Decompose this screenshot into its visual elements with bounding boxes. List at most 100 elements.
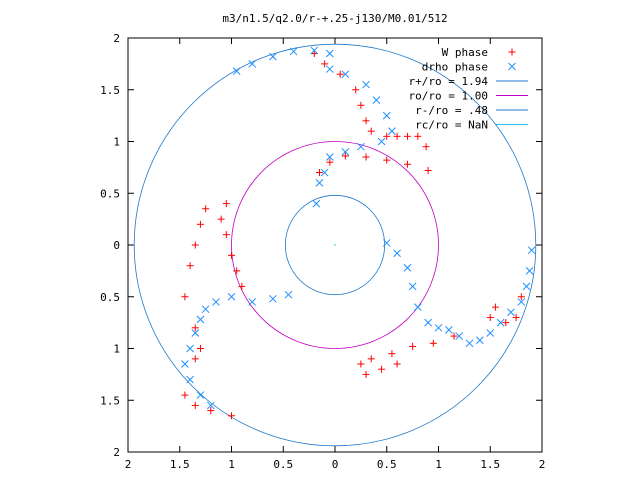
data-point	[196, 345, 204, 352]
data-point	[212, 298, 220, 306]
data-point	[496, 318, 505, 327]
data-point	[357, 101, 365, 109]
data-point	[450, 332, 458, 340]
data-point	[186, 344, 194, 353]
data-point	[414, 132, 422, 140]
x-tick-label: 2	[125, 458, 132, 471]
legend-marker	[508, 48, 516, 56]
axis-ticks: 2 1.5 1 0.5 0 0.5 1 1.5 221.510.500.511.52	[100, 32, 545, 471]
x-tick-label: 2	[539, 458, 546, 471]
data-point	[321, 60, 329, 68]
data-point	[196, 315, 205, 324]
phase-points	[181, 46, 536, 420]
data-point	[465, 339, 474, 348]
data-point	[362, 370, 370, 378]
data-point	[181, 293, 189, 301]
x-tick-label: 1.5	[480, 458, 500, 471]
data-point	[382, 239, 391, 247]
data-point	[325, 153, 334, 161]
data-point	[424, 166, 432, 174]
legend-label: ro/ro = 1.00	[409, 90, 488, 103]
data-point	[227, 292, 236, 301]
y-tick-label: 1.5	[100, 84, 120, 97]
data-point	[228, 251, 235, 259]
data-point	[383, 156, 391, 164]
data-point	[310, 50, 318, 58]
data-point	[388, 350, 396, 358]
legend-label: r+/ro = 1.94	[409, 75, 489, 88]
data-point	[222, 200, 230, 208]
y-tick-label: 2	[113, 32, 120, 45]
data-point	[352, 86, 360, 94]
data-point	[238, 282, 246, 290]
data-point	[312, 199, 321, 208]
data-point	[434, 323, 443, 332]
data-point	[232, 67, 241, 75]
data-point	[444, 326, 453, 334]
radius-circle	[231, 141, 439, 349]
data-point	[284, 290, 293, 299]
data-point	[424, 318, 433, 327]
radius-circle	[133, 43, 537, 447]
data-point	[228, 412, 235, 420]
data-point	[382, 111, 391, 120]
x-tick-label: 0.5	[273, 458, 293, 471]
data-point	[341, 147, 350, 156]
legend-label: drho phase	[422, 61, 488, 74]
x-tick-label: 1	[228, 458, 235, 471]
data-point	[362, 80, 370, 89]
data-point	[233, 267, 241, 275]
x-tick-label: 1.5	[170, 458, 190, 471]
data-point	[362, 117, 370, 125]
data-point	[196, 220, 204, 228]
data-point	[320, 168, 329, 177]
data-point	[408, 282, 417, 291]
y-tick-label: 1	[113, 343, 120, 356]
y-tick-label: 0.5	[100, 291, 120, 304]
data-point	[409, 342, 417, 350]
data-point	[191, 241, 199, 249]
data-point	[248, 298, 257, 306]
data-point	[455, 332, 464, 340]
data-point	[525, 267, 534, 275]
data-point	[362, 153, 370, 161]
y-tick-label: 2	[113, 446, 120, 459]
data-point	[413, 303, 422, 311]
data-point	[393, 132, 401, 140]
data-point	[377, 137, 386, 146]
data-point	[207, 407, 215, 415]
y-tick-label: 0.5	[100, 187, 120, 200]
data-point	[191, 324, 199, 332]
x-tick-label: 0	[332, 458, 339, 471]
data-point	[486, 329, 495, 337]
data-point	[357, 142, 365, 151]
data-point	[476, 336, 484, 345]
data-point	[422, 143, 430, 151]
data-point	[429, 339, 437, 347]
data-point	[191, 355, 199, 363]
legend-label: rc/ro = NaN	[415, 119, 488, 132]
x-tick-label: 1	[435, 458, 442, 471]
data-point	[486, 313, 494, 321]
data-point	[222, 231, 230, 239]
data-point	[372, 96, 381, 104]
data-point	[201, 305, 210, 314]
data-point	[186, 375, 194, 384]
data-point	[367, 127, 375, 135]
x-tick-label: 0.5	[377, 458, 397, 471]
data-point	[527, 246, 536, 255]
data-point	[341, 152, 349, 160]
data-point	[202, 205, 210, 213]
data-point	[315, 169, 323, 177]
data-point	[196, 391, 205, 399]
data-point	[367, 355, 375, 363]
data-point	[403, 263, 412, 272]
data-point	[191, 329, 200, 337]
data-point	[181, 391, 189, 399]
data-point	[341, 70, 350, 79]
y-tick-label: 0	[113, 239, 120, 252]
data-point	[517, 298, 526, 306]
data-point	[181, 360, 189, 368]
